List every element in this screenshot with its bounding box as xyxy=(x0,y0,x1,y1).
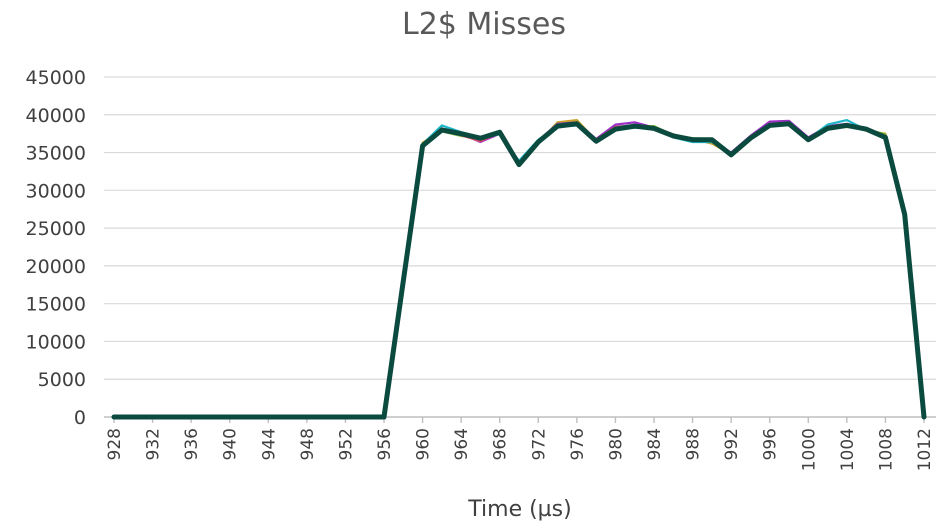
x-tick-label: 976 xyxy=(568,428,588,460)
x-tick-label: 932 xyxy=(144,428,164,460)
x-tick-label: 960 xyxy=(414,428,434,460)
x-axis-label: Time (µs) xyxy=(467,497,571,522)
x-tick-label: 964 xyxy=(452,428,472,460)
x-tick-label: 980 xyxy=(606,428,626,460)
y-tick-label: 40000 xyxy=(26,105,86,127)
x-tick-label: 1012 xyxy=(915,428,935,471)
y-tick-label: 45000 xyxy=(26,67,86,89)
x-tick-label: 1000 xyxy=(799,428,819,471)
y-tick-label: 35000 xyxy=(26,143,86,165)
y-tick-label: 10000 xyxy=(26,331,86,353)
x-tick-label: 988 xyxy=(684,428,704,460)
x-tick-label: 968 xyxy=(491,428,511,460)
series-lines xyxy=(111,118,927,420)
x-tick-label: 1008 xyxy=(876,428,896,471)
x-tick-label: 996 xyxy=(761,428,781,460)
x-tick-label: 928 xyxy=(105,428,125,460)
y-tick-label: 25000 xyxy=(26,218,86,240)
series-line xyxy=(111,121,927,420)
series-line xyxy=(112,121,926,419)
x-tick-label: 948 xyxy=(298,428,318,460)
y-tick-label: 20000 xyxy=(26,256,86,278)
x-tick-label: 1004 xyxy=(838,428,858,471)
x-tick-label: 944 xyxy=(259,428,279,460)
x-tick-label: 992 xyxy=(722,428,742,460)
y-tick-label: 15000 xyxy=(26,294,86,316)
y-tick-label: 30000 xyxy=(26,180,86,202)
gridlines xyxy=(104,76,936,380)
x-tick-label: 984 xyxy=(645,428,665,460)
x-tick-label: 956 xyxy=(375,428,395,460)
x-tick-label: 940 xyxy=(221,428,241,460)
x-tick-label: 952 xyxy=(336,428,356,460)
x-tick-label: 936 xyxy=(182,428,202,460)
y-tick-label: 5000 xyxy=(38,369,86,391)
x-axis-ticks: 928 932 936 940 944 948 952 956 960 964 968 972 976 9… xyxy=(105,417,935,471)
chart-title: L2$ Misses xyxy=(402,7,566,42)
y-tick-label: 0 xyxy=(74,407,86,429)
x-tick-label: 972 xyxy=(529,428,549,460)
y-axis-ticks: 0 5000 10000 15000 20000 25000 30000 35000 40000… xyxy=(26,67,86,429)
